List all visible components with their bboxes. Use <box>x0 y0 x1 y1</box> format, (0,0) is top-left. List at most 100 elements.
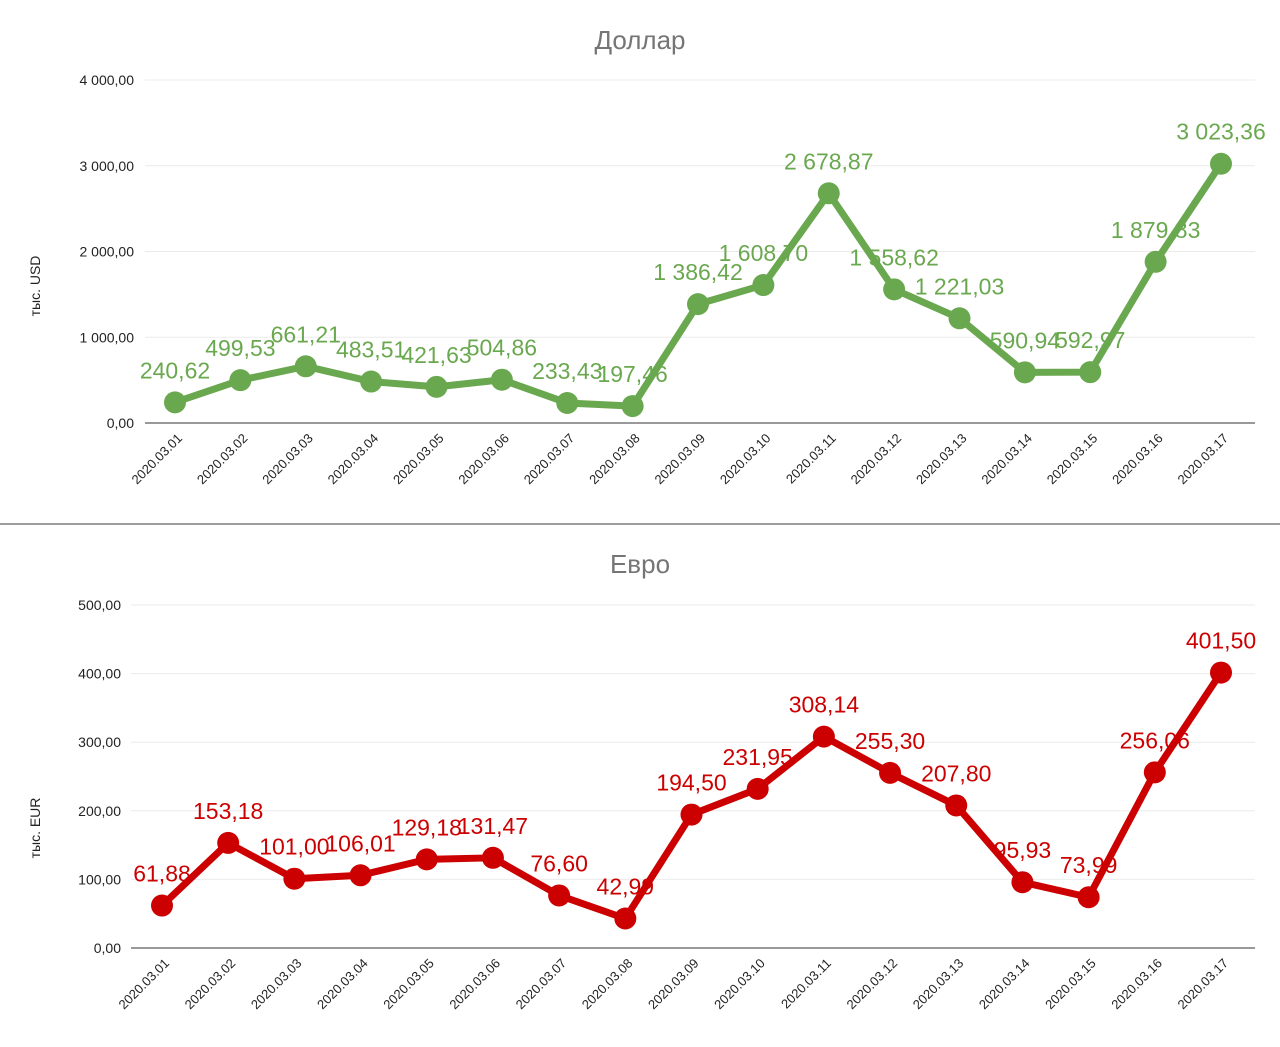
data-point <box>481 846 504 869</box>
data-label: 101,00 <box>259 834 329 860</box>
data-label: 61,88 <box>133 861 191 887</box>
y-tick-label: 300,00 <box>78 734 121 750</box>
usd-chart-panel: Доллар тыс. USD 0,00 1 000,00 2 000,00 3 00… <box>0 0 1280 523</box>
data-point <box>948 307 971 330</box>
x-tick-label: 2020.03.09 <box>651 431 708 488</box>
y-tick-label: 400,00 <box>78 666 121 682</box>
x-tick-label: 2020.03.16 <box>1108 956 1165 1013</box>
data-label: 1 879,83 <box>1111 217 1201 243</box>
data-label: 255,30 <box>855 728 925 754</box>
data-label: 153,18 <box>193 798 263 824</box>
data-label: 233,43 <box>532 358 602 384</box>
data-label: 106,01 <box>325 830 395 856</box>
x-tick-label: 2020.03.01 <box>128 431 185 488</box>
x-tick-label: 2020.03.02 <box>182 956 239 1013</box>
gridlines <box>131 604 1255 880</box>
y-tick-label: 4 000,00 <box>80 72 135 88</box>
x-tick-label: 2020.03.10 <box>717 431 774 488</box>
eur-chart-panel: Евро тыс. EUR 0,00 100,00 200,00 300,00 400,… <box>0 525 1280 1047</box>
data-label: 1 608,70 <box>719 240 809 266</box>
eur-line-chart: Евро тыс. EUR 0,00 100,00 200,00 300,00 400,… <box>27 549 1256 1013</box>
x-tick-label: 2020.03.08 <box>586 431 643 488</box>
data-label: 95,93 <box>994 837 1052 863</box>
x-tick-label: 2020.03.14 <box>976 956 1033 1013</box>
data-point <box>415 848 438 871</box>
x-tick-label: 2020.03.09 <box>645 956 702 1013</box>
data-label: 1 386,42 <box>653 259 743 285</box>
data-label: 73,99 <box>1060 852 1118 878</box>
x-tick-label: 2020.03.01 <box>115 956 172 1013</box>
x-tick-label: 2020.03.02 <box>194 431 251 488</box>
data-point <box>229 369 252 392</box>
data-point <box>151 894 173 917</box>
x-tick-label: 2020.03.15 <box>1044 431 1101 488</box>
x-tick-label: 2020.03.17 <box>1174 956 1231 1013</box>
data-label: 590,94 <box>990 327 1061 353</box>
data-label: 1 558,62 <box>849 244 939 270</box>
data-label: 131,47 <box>458 813 528 839</box>
gridlines <box>145 79 1255 338</box>
data-label: 421,63 <box>401 342 471 368</box>
data-point <box>812 725 835 748</box>
x-tick-label: 2020.03.08 <box>579 956 636 1013</box>
x-tick-label: 2020.03.04 <box>325 431 382 488</box>
data-point <box>1077 886 1100 909</box>
y-tick-label: 2 000,00 <box>80 244 135 260</box>
x-tick-label: 2020.03.05 <box>390 431 447 488</box>
x-tick-label: 2020.03.13 <box>913 431 970 488</box>
x-tick-label: 2020.03.10 <box>711 956 768 1013</box>
x-tick-label: 2020.03.12 <box>848 431 905 488</box>
data-label: 592,97 <box>1055 327 1125 353</box>
data-label: 499,53 <box>205 335 275 361</box>
x-tick-label: 2020.03.06 <box>455 431 512 488</box>
x-tick-label: 2020.03.05 <box>380 956 437 1013</box>
data-point <box>680 803 703 826</box>
x-tick-label: 2020.03.13 <box>910 956 967 1013</box>
data-point <box>490 368 513 391</box>
data-label: 661,21 <box>271 321 341 347</box>
x-tick-label: 2020.03.14 <box>978 431 1035 488</box>
x-tick-label: 2020.03.17 <box>1174 431 1231 488</box>
data-point <box>945 794 968 817</box>
data-point <box>1143 761 1166 784</box>
data-point <box>817 182 840 205</box>
data-point <box>1013 361 1036 384</box>
x-tick-label: 2020.03.07 <box>513 956 570 1013</box>
data-point <box>1011 871 1034 894</box>
data-label: 504,86 <box>467 335 537 361</box>
data-point <box>548 884 571 907</box>
y-axis-label: тыс. USD <box>27 256 43 317</box>
data-label: 207,80 <box>921 760 991 786</box>
data-label: 308,14 <box>789 692 860 718</box>
data-point <box>556 391 579 414</box>
usd-line-chart: Доллар тыс. USD 0,00 1 000,00 2 000,00 3 00… <box>27 25 1266 488</box>
data-label: 256,06 <box>1120 727 1190 753</box>
data-point <box>294 355 317 378</box>
data-label: 129,18 <box>392 814 462 840</box>
data-point <box>687 293 709 316</box>
y-axis-label: тыс. EUR <box>27 798 43 859</box>
data-point <box>1144 250 1167 273</box>
data-point <box>746 777 769 800</box>
x-tick-label: 2020.03.11 <box>778 956 834 1012</box>
data-label: 483,51 <box>336 337 406 363</box>
y-tick-label: 100,00 <box>78 871 121 887</box>
x-tick-label: 2020.03.12 <box>844 956 901 1013</box>
y-tick-label: 0,00 <box>107 415 134 431</box>
data-point <box>883 278 906 301</box>
data-point <box>360 370 383 393</box>
data-label: 42,99 <box>597 874 655 900</box>
data-label: 231,95 <box>723 744 793 770</box>
chart-title: Евро <box>610 549 670 579</box>
x-tick-label: 2020.03.03 <box>248 956 305 1013</box>
y-tick-label: 0,00 <box>94 940 121 956</box>
y-tick-label: 500,00 <box>78 597 121 613</box>
data-label: 76,60 <box>530 850 588 876</box>
y-tick-label: 1 000,00 <box>80 329 135 345</box>
data-point <box>879 761 902 784</box>
data-label: 3 023,36 <box>1176 119 1266 145</box>
data-label: 1 221,03 <box>915 273 1005 299</box>
chart-title: Доллар <box>594 25 685 55</box>
x-tick-label: 2020.03.16 <box>1109 431 1166 488</box>
data-point <box>349 864 372 887</box>
